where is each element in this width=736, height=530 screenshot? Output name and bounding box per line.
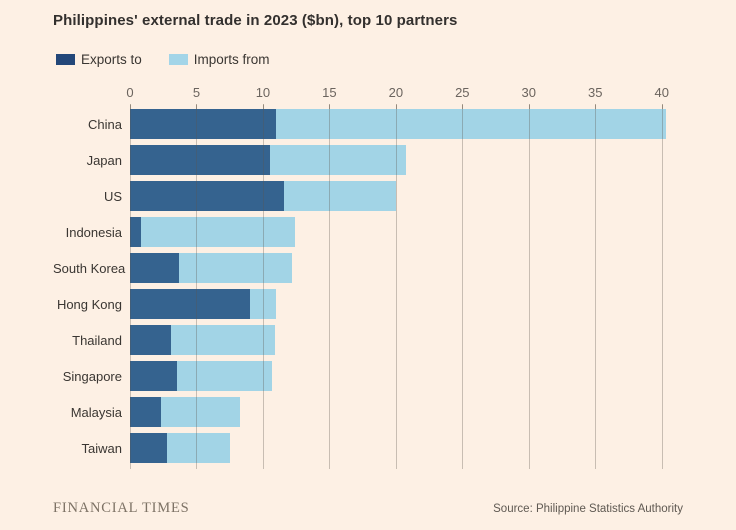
bar-track bbox=[130, 217, 675, 247]
imports-segment bbox=[284, 181, 396, 211]
bar-track bbox=[130, 397, 675, 427]
category-label: US bbox=[103, 188, 122, 204]
legend-label-imports: Imports from bbox=[193, 52, 270, 67]
exports-segment bbox=[130, 433, 168, 463]
axis-tick-mark bbox=[196, 104, 198, 109]
category-label: Japan bbox=[86, 152, 122, 168]
source-note: Source: Philippine Statistics Authority bbox=[493, 503, 683, 515]
bar-row: Indonesia bbox=[53, 217, 683, 247]
axis-tick-mark bbox=[262, 104, 264, 109]
exports-segment bbox=[130, 361, 177, 391]
bar-row: South Korea bbox=[53, 253, 683, 283]
category-label: Hong Kong bbox=[56, 296, 122, 312]
exports-swatch-icon bbox=[56, 54, 75, 65]
chart-title: Philippines' external trade in 2023 ($bn… bbox=[53, 12, 458, 29]
exports-segment bbox=[130, 145, 270, 175]
exports-segment bbox=[130, 325, 172, 355]
axis-tick-mark bbox=[130, 104, 131, 109]
axis-tick-mark bbox=[661, 104, 663, 109]
legend-item-exports: Exports to bbox=[56, 52, 142, 67]
imports-segment bbox=[167, 433, 230, 463]
axis-tick-label: 40 bbox=[654, 85, 669, 100]
axis-tick-label: 30 bbox=[521, 85, 536, 100]
bar-row: Malaysia bbox=[53, 397, 683, 427]
footer: FINANCIAL TIMES Source: Philippine Stati… bbox=[53, 500, 683, 517]
axis-tick-label: 15 bbox=[322, 85, 337, 100]
axis-tick-label: 5 bbox=[192, 85, 201, 100]
imports-segment bbox=[249, 289, 277, 319]
bar-row: Singapore bbox=[53, 361, 683, 391]
bar-track bbox=[130, 253, 675, 283]
category-label: Malaysia bbox=[70, 404, 122, 420]
axis-tick-mark bbox=[329, 104, 331, 109]
imports-segment bbox=[276, 109, 666, 139]
category-label: China bbox=[88, 116, 122, 132]
imports-segment bbox=[179, 253, 293, 283]
exports-segment bbox=[130, 181, 285, 211]
bar-row: Thailand bbox=[53, 325, 683, 355]
value-axis: 0 5 10 15 20 25 30 35 40 bbox=[126, 83, 675, 109]
imports-segment bbox=[176, 361, 273, 391]
axis-tick-mark bbox=[395, 104, 397, 109]
imports-swatch-icon bbox=[168, 54, 188, 65]
category-label: Indonesia bbox=[65, 224, 122, 240]
axis-tick-mark bbox=[462, 104, 464, 109]
exports-segment bbox=[130, 217, 141, 247]
legend-item-imports: Imports from bbox=[168, 52, 270, 67]
exports-segment bbox=[130, 109, 277, 139]
axis-tick-label: 10 bbox=[255, 85, 271, 100]
bar-track bbox=[130, 433, 675, 463]
bar-track bbox=[130, 289, 675, 319]
imports-segment bbox=[140, 217, 295, 247]
bar-track bbox=[130, 361, 675, 391]
category-label: South Korea bbox=[53, 260, 126, 276]
bar-rows: China Japan US Indonesia South Korea Hong Kon… bbox=[53, 109, 683, 463]
imports-segment bbox=[269, 145, 407, 175]
bar-track bbox=[130, 181, 675, 211]
plot-area: China Japan US Indonesia South Korea Hong Kon… bbox=[53, 105, 683, 469]
legend: Exports to Imports from bbox=[56, 52, 683, 67]
exports-segment bbox=[130, 253, 180, 283]
category-label: Taiwan bbox=[81, 440, 122, 456]
imports-segment bbox=[160, 397, 241, 427]
bar-row: Taiwan bbox=[53, 433, 683, 463]
exports-segment bbox=[130, 397, 161, 427]
category-label: Singapore bbox=[62, 368, 122, 384]
exports-segment bbox=[130, 289, 250, 319]
axis-tick-label: 0 bbox=[126, 85, 134, 100]
legend-label-exports: Exports to bbox=[81, 52, 142, 67]
bar-row: Hong Kong bbox=[53, 289, 683, 319]
bar-row: China bbox=[53, 109, 683, 139]
axis-tick-mark bbox=[528, 104, 530, 109]
axis-tick-label: 20 bbox=[388, 85, 404, 100]
bar-row: US bbox=[53, 181, 683, 211]
axis-tick-label: 35 bbox=[588, 85, 603, 100]
bar-track bbox=[130, 109, 675, 139]
imports-segment bbox=[171, 325, 275, 355]
bar-track bbox=[130, 325, 675, 355]
axis-tick-label: 25 bbox=[455, 85, 470, 100]
ft-logo: FINANCIAL TIMES bbox=[53, 500, 190, 516]
stacked-bar-chart: 0 5 10 15 20 25 30 35 40 China Japan US Indonesia So… bbox=[53, 83, 683, 469]
bar-track bbox=[130, 145, 675, 175]
axis-tick-mark bbox=[595, 104, 597, 109]
category-label: Thailand bbox=[72, 332, 122, 348]
bar-row: Japan bbox=[53, 145, 683, 175]
